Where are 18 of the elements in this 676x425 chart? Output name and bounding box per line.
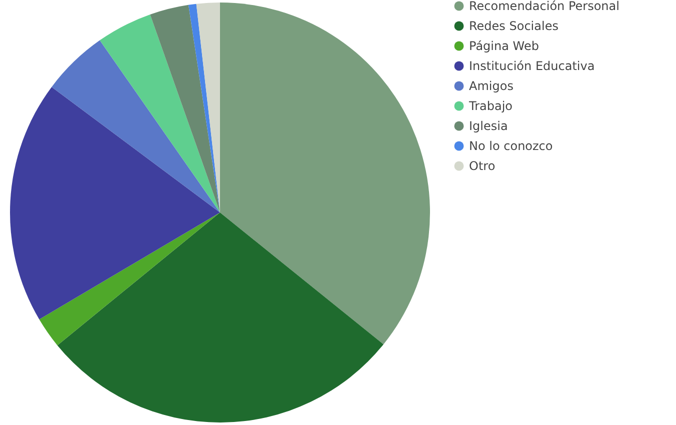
legend-label: Amigos (469, 79, 514, 93)
pie-slice (10, 86, 220, 320)
legend-label: Trabajo (468, 99, 512, 113)
legend-label: Recomendación Personal (469, 0, 620, 13)
pie-slice (150, 4, 220, 212)
pie-slice (39, 212, 220, 346)
legend-label: Redes Sociales (469, 19, 558, 33)
legend-label: Institución Educativa (469, 59, 595, 73)
pie-slice (220, 2, 430, 344)
pie-slice (52, 40, 220, 212)
legend-label: Otro (469, 159, 496, 173)
pie-slice (188, 4, 220, 212)
legend-label: Iglesia (469, 119, 508, 133)
pie-slice (57, 212, 384, 422)
pie-slice (196, 2, 220, 212)
legend-label: No lo conozco (469, 139, 553, 153)
legend-label: Página Web (469, 39, 539, 53)
pie-slice (100, 14, 220, 212)
